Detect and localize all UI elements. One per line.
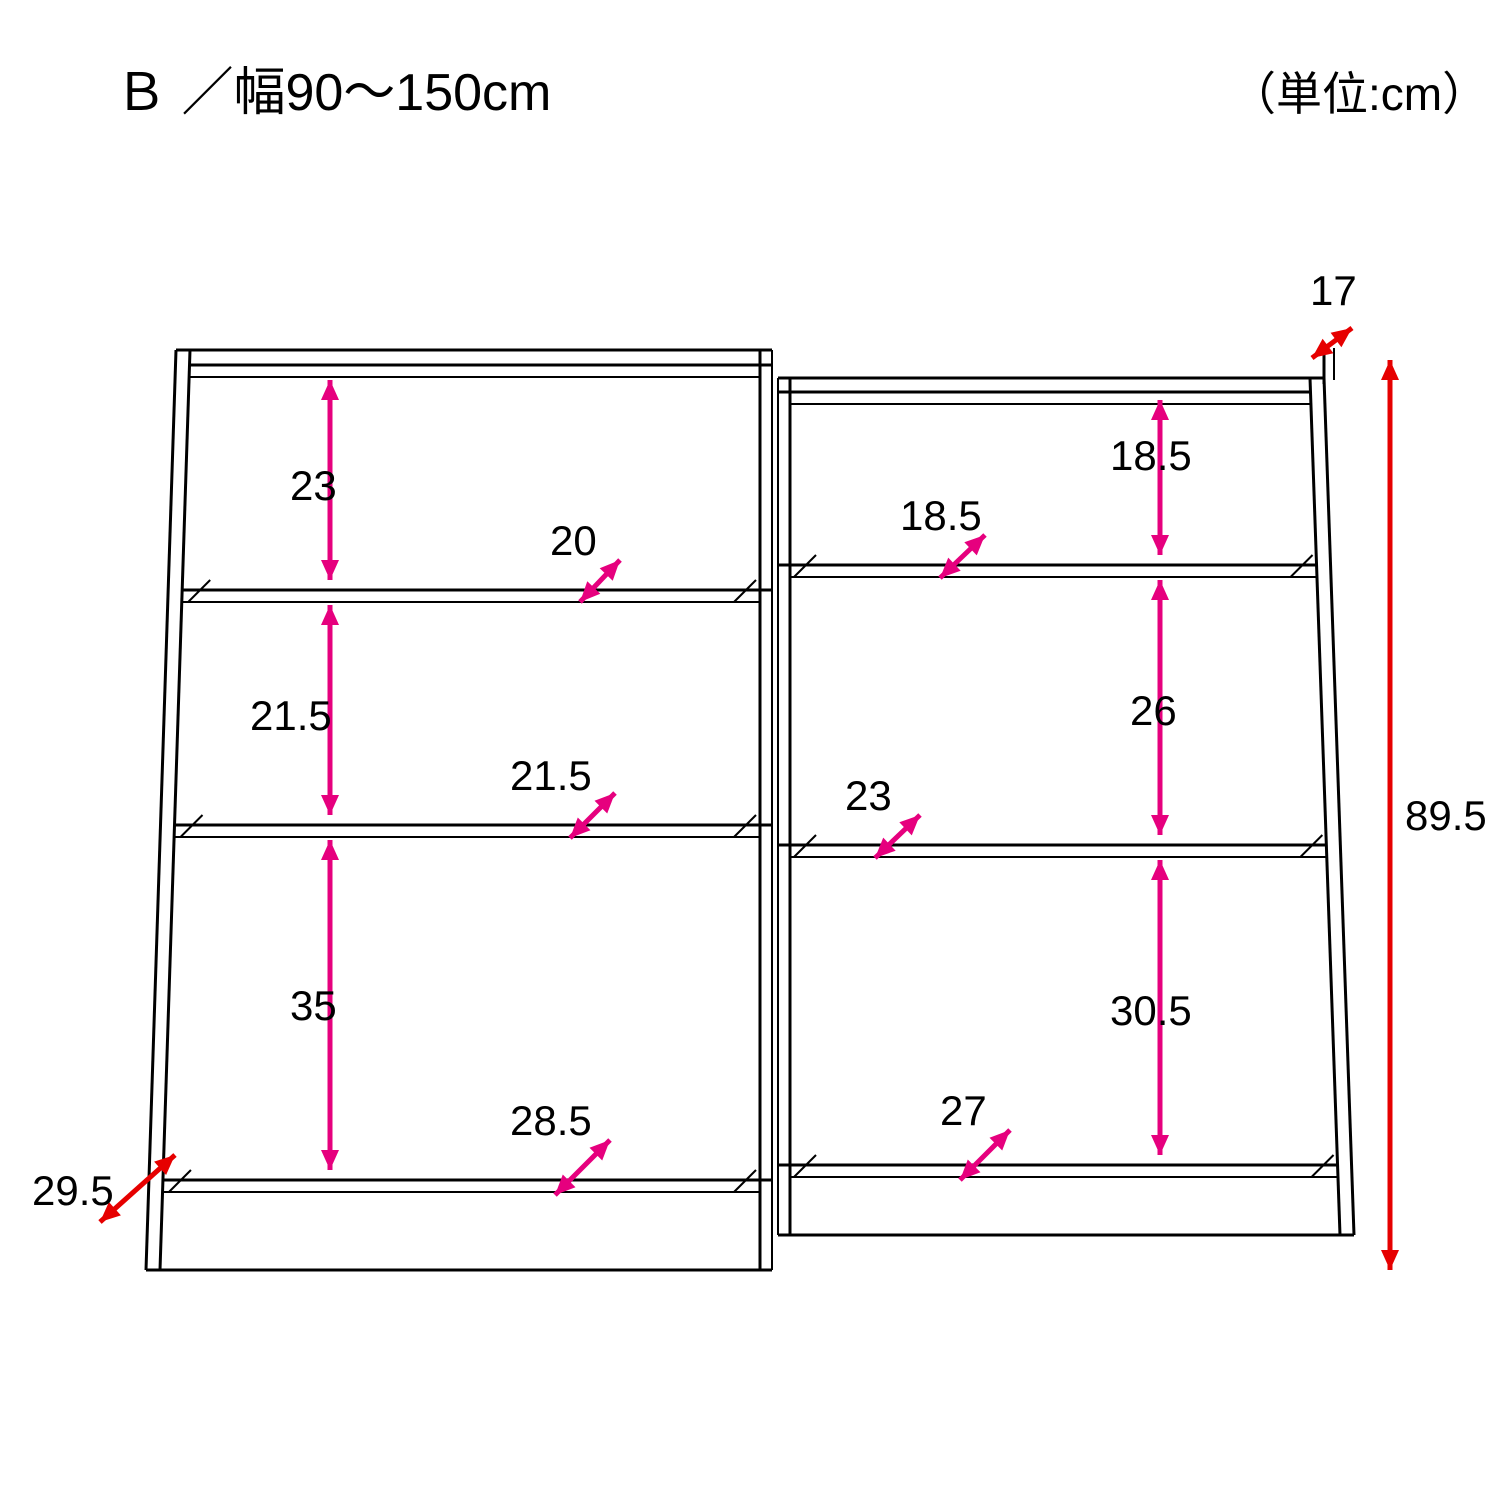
dim-label: 89.5: [1405, 792, 1487, 839]
dim-label: 18.5: [1110, 432, 1192, 479]
dim-label: 23: [845, 772, 892, 819]
dim-label: 17: [1310, 267, 1357, 314]
dim-label: 27: [940, 1087, 987, 1134]
dim-label: 20: [550, 517, 597, 564]
dim-label: 21.5: [250, 692, 332, 739]
dim-label: 29.5: [32, 1167, 114, 1214]
dim-label: 23: [290, 462, 337, 509]
dim-label: 26: [1130, 687, 1177, 734]
dim-label: 30.5: [1110, 987, 1192, 1034]
page-title: Ｂ ／幅90～150cm: [115, 64, 551, 122]
unit-note: （単位:cm）: [1230, 68, 1488, 120]
dim-label: 18.5: [900, 492, 982, 539]
dim-label: 35: [290, 982, 337, 1029]
dim-label: 21.5: [510, 752, 592, 799]
dim-label: 28.5: [510, 1097, 592, 1144]
